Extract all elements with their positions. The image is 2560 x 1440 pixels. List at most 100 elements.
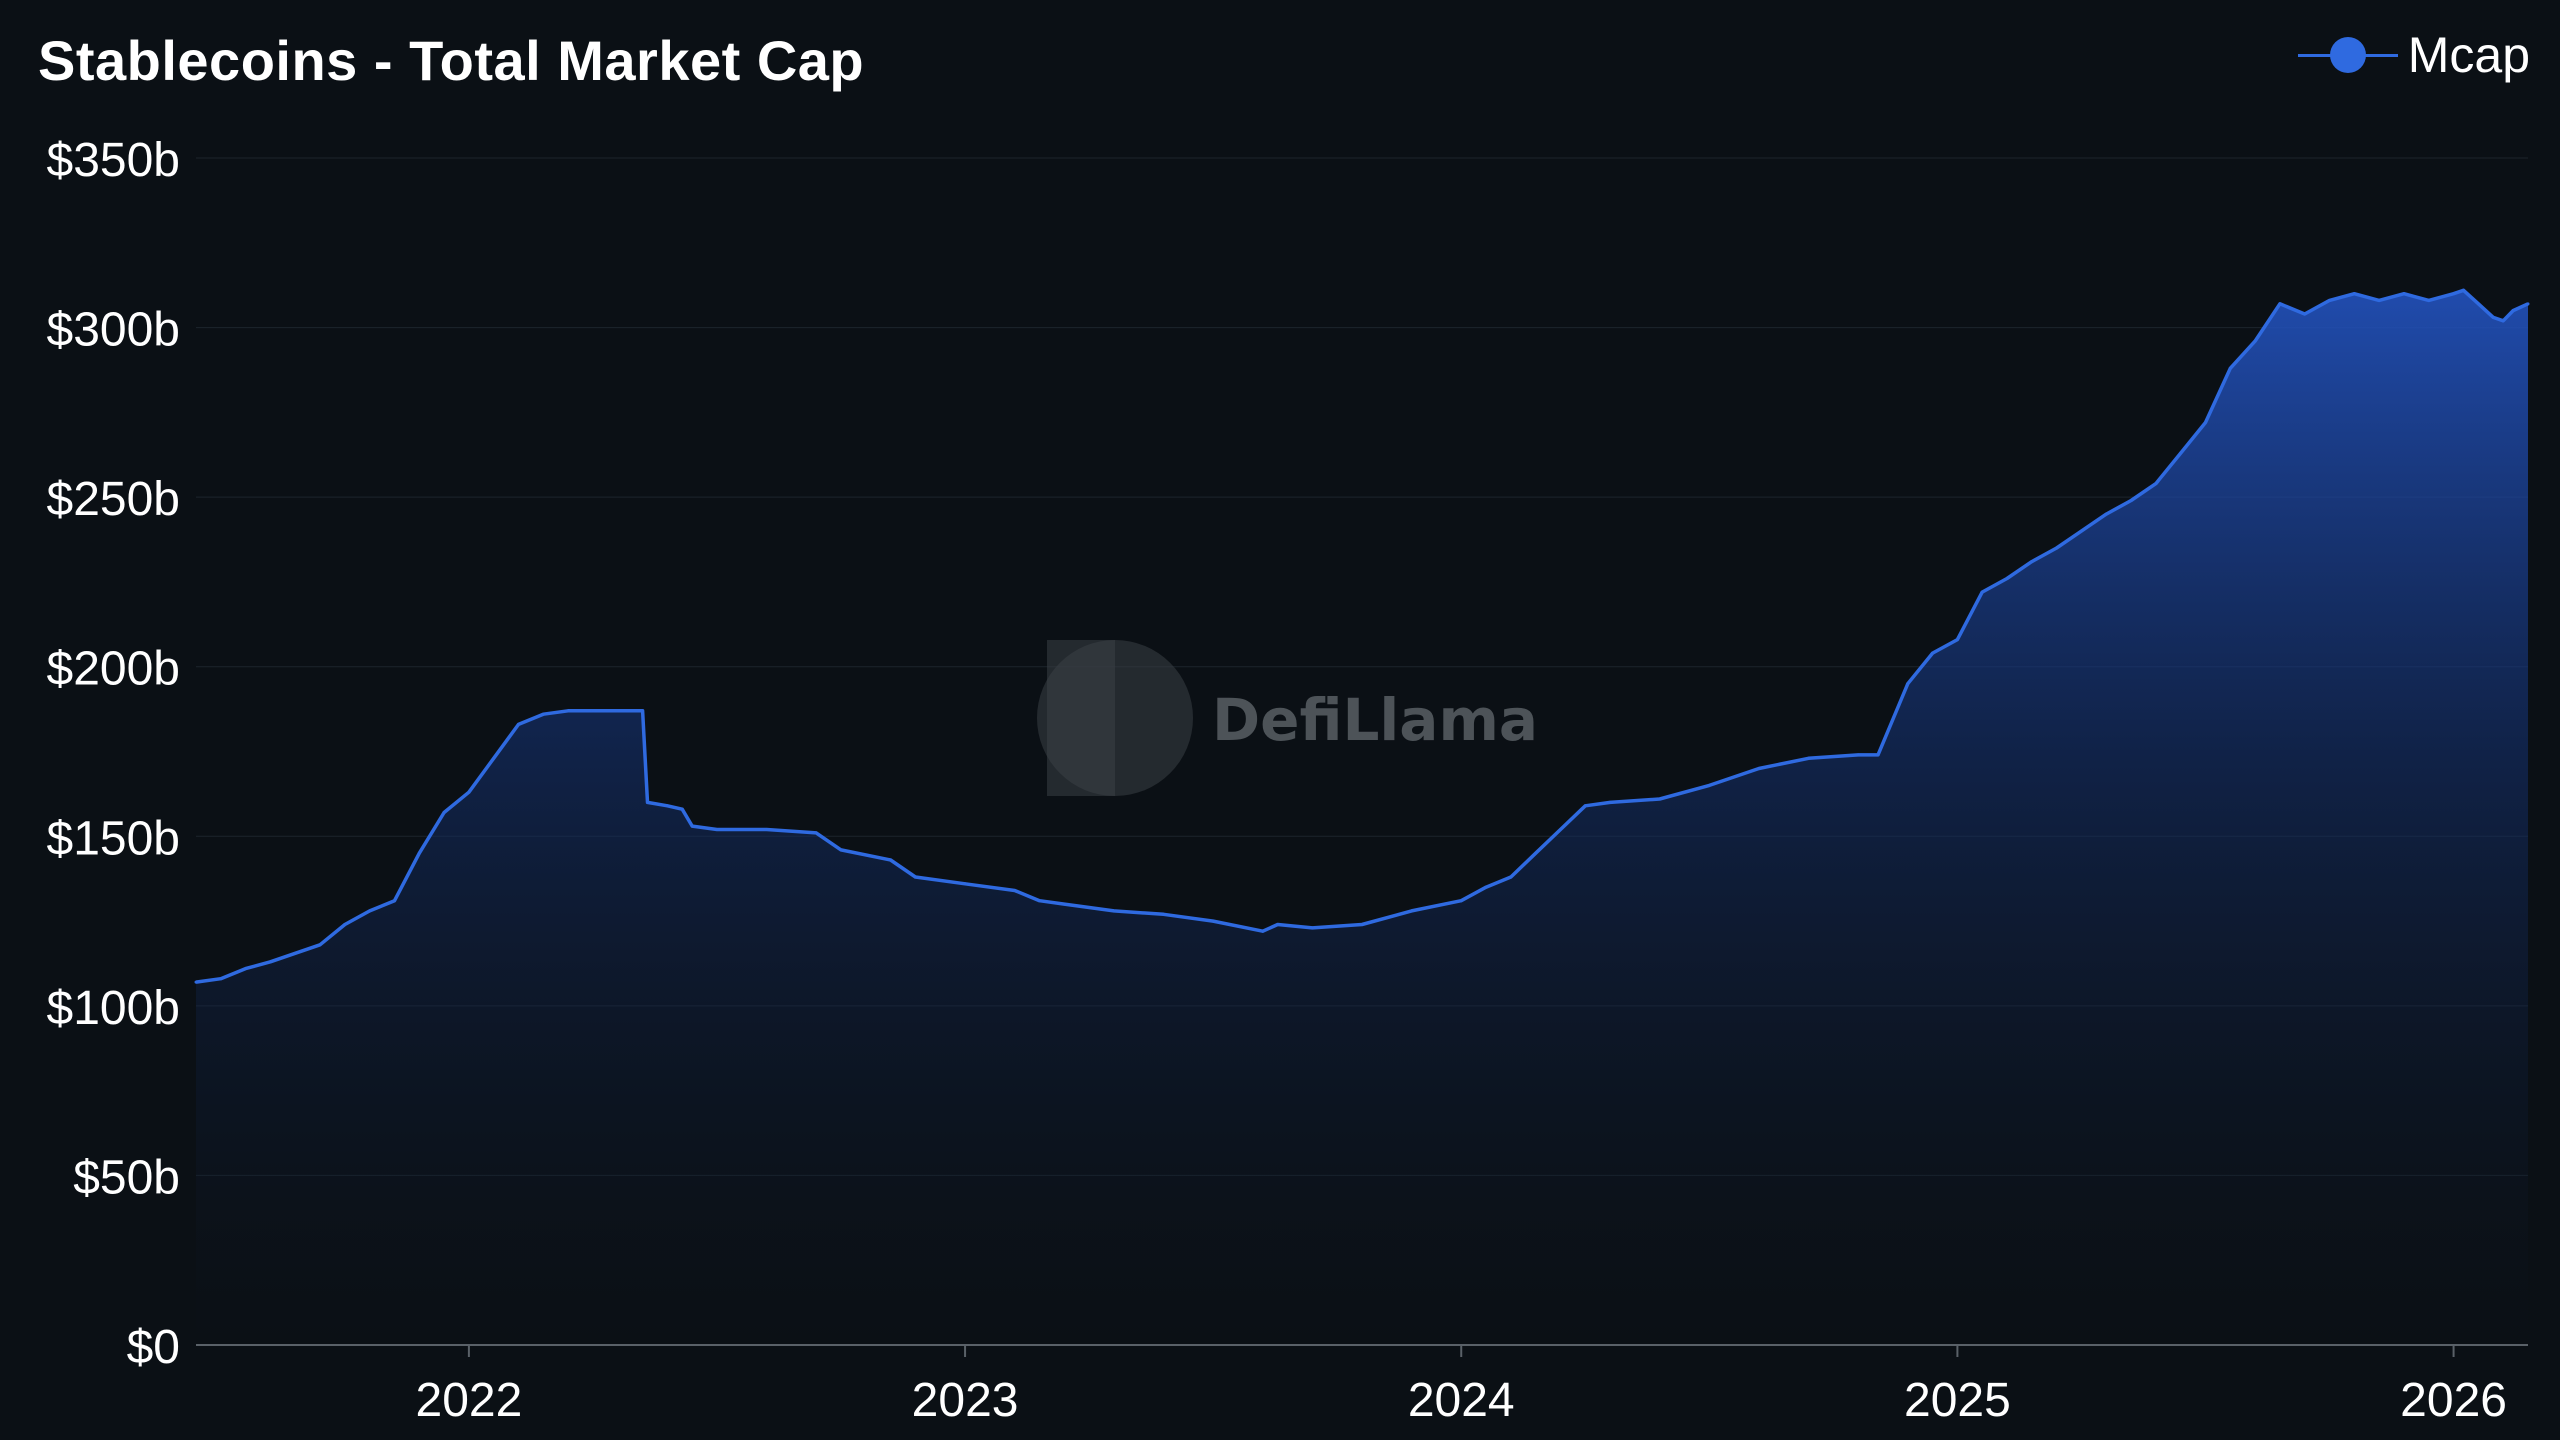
data-point[interactable] — [1310, 926, 1314, 930]
x-tick-label: 2024 — [1408, 1374, 1515, 1427]
data-point[interactable] — [1410, 909, 1414, 913]
data-point[interactable] — [2511, 309, 2515, 313]
data-point[interactable] — [680, 807, 684, 811]
data-point[interactable] — [715, 828, 719, 832]
data-point[interactable] — [2154, 482, 2158, 486]
legend[interactable]: Mcap — [2297, 26, 2530, 84]
data-point[interactable] — [641, 709, 645, 713]
data-point[interactable] — [492, 756, 496, 760]
data-point[interactable] — [1583, 804, 1587, 808]
data-point[interactable] — [517, 722, 521, 726]
data-point[interactable] — [2253, 339, 2257, 343]
legend-dot-icon — [2329, 37, 2366, 73]
data-point[interactable] — [1276, 922, 1280, 926]
data-point[interactable] — [467, 790, 471, 794]
data-point[interactable] — [2402, 292, 2406, 296]
svg-text:DefiLlama: DefiLlama — [1212, 686, 1538, 754]
data-point[interactable] — [2030, 560, 2034, 564]
data-point[interactable] — [765, 828, 769, 832]
data-point[interactable] — [913, 875, 917, 879]
data-point[interactable] — [2129, 499, 2133, 503]
data-point[interactable] — [1608, 800, 1612, 804]
data-point[interactable] — [1757, 766, 1761, 770]
data-point[interactable] — [219, 977, 223, 981]
data-point[interactable] — [1509, 875, 1513, 879]
data-point[interactable] — [1931, 651, 1935, 655]
chart-title: Stablecoins - Total Market Cap — [38, 29, 865, 92]
tick-labels: $0 $50b $100b $150b $200b $250b $300b $350b 2022… — [47, 134, 2507, 1427]
data-point[interactable] — [665, 804, 669, 808]
data-point[interactable] — [2079, 529, 2083, 533]
series-area-mcap — [196, 290, 2528, 1345]
data-point[interactable] — [690, 824, 694, 828]
data-point[interactable] — [1980, 590, 1984, 594]
data-point[interactable] — [1856, 753, 1860, 757]
data-point[interactable] — [368, 909, 372, 913]
data-point[interactable] — [2352, 292, 2356, 296]
data-point[interactable] — [318, 943, 322, 947]
y-tick-label: $300b — [47, 304, 180, 357]
data-point[interactable] — [2377, 298, 2381, 302]
data-point[interactable] — [268, 960, 272, 964]
data-point[interactable] — [963, 882, 967, 886]
data-point[interactable] — [2526, 302, 2530, 306]
data-point[interactable] — [442, 811, 446, 815]
y-tick-label: $0 — [127, 1321, 180, 1374]
data-point[interactable] — [1906, 682, 1910, 686]
data-point[interactable] — [839, 848, 843, 852]
data-point[interactable] — [814, 831, 818, 835]
data-point[interactable] — [194, 980, 198, 984]
data-point[interactable] — [1459, 899, 1463, 903]
x-tick-label: 2026 — [2400, 1374, 2507, 1427]
data-point[interactable] — [2228, 366, 2232, 370]
data-point[interactable] — [2501, 319, 2505, 323]
data-point[interactable] — [591, 709, 595, 713]
data-point[interactable] — [1162, 912, 1166, 916]
data-point[interactable] — [392, 899, 396, 903]
data-point[interactable] — [343, 922, 347, 926]
data-point[interactable] — [616, 709, 620, 713]
y-tick-label: $350b — [47, 134, 180, 187]
data-point[interactable] — [646, 800, 650, 804]
data-point[interactable] — [1360, 922, 1364, 926]
data-point[interactable] — [244, 967, 248, 971]
data-point[interactable] — [1037, 899, 1041, 903]
data-point[interactable] — [1876, 753, 1880, 757]
data-point[interactable] — [2427, 298, 2431, 302]
data-point[interactable] — [2179, 451, 2183, 455]
data-point[interactable] — [1807, 756, 1811, 760]
data-point[interactable] — [1707, 783, 1711, 787]
data-point[interactable] — [2303, 312, 2307, 316]
data-point[interactable] — [2328, 298, 2332, 302]
data-point[interactable] — [2005, 577, 2009, 581]
data-point[interactable] — [2104, 512, 2108, 516]
data-point[interactable] — [2452, 292, 2456, 296]
y-tick-label: $50b — [73, 1151, 180, 1204]
data-point[interactable] — [1658, 797, 1662, 801]
defillama-watermark: DefiLlama — [1037, 640, 1538, 796]
data-point[interactable] — [417, 851, 421, 855]
data-point[interactable] — [1112, 909, 1116, 913]
data-point[interactable] — [2055, 546, 2059, 550]
data-point[interactable] — [889, 858, 893, 862]
data-point[interactable] — [1013, 889, 1017, 893]
series-line-mcap[interactable] — [195, 288, 2529, 984]
data-point[interactable] — [1534, 851, 1538, 855]
data-point[interactable] — [1484, 885, 1488, 889]
x-tick-label: 2023 — [912, 1374, 1019, 1427]
data-point[interactable] — [1062, 902, 1066, 906]
data-point[interactable] — [541, 712, 545, 716]
data-point[interactable] — [2461, 288, 2465, 292]
data-point[interactable] — [1955, 638, 1959, 642]
data-point[interactable] — [2476, 302, 2480, 306]
y-tick-label: $100b — [47, 982, 180, 1035]
data-point[interactable] — [1261, 929, 1265, 933]
data-point[interactable] — [1558, 828, 1562, 832]
y-tick-label: $200b — [47, 643, 180, 696]
data-point[interactable] — [2491, 315, 2495, 319]
data-point[interactable] — [2278, 302, 2282, 306]
data-point[interactable] — [2203, 421, 2207, 425]
data-point[interactable] — [1211, 919, 1215, 923]
data-point[interactable] — [566, 709, 570, 713]
